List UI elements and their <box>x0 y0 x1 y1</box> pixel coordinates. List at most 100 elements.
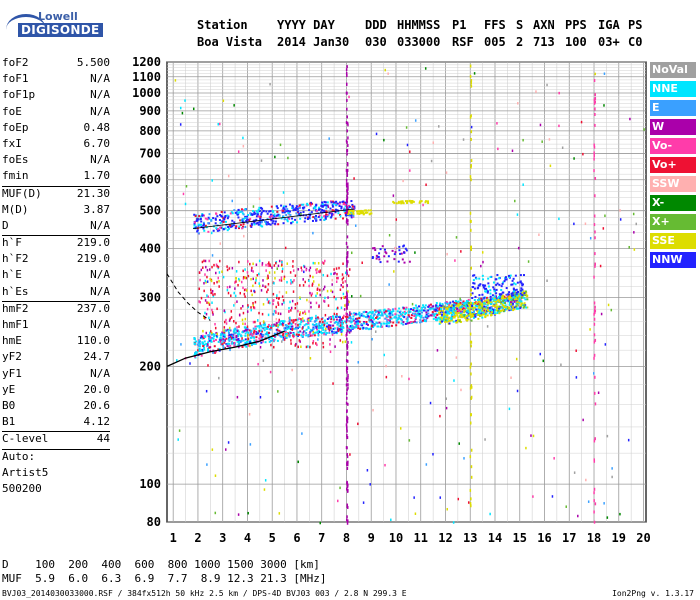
echo-point <box>209 268 211 271</box>
echo-point <box>201 342 204 345</box>
echo-point <box>379 314 382 317</box>
echo-point <box>413 496 415 499</box>
echo-point <box>213 345 216 348</box>
echo-point <box>373 313 376 316</box>
echo-point <box>593 353 596 357</box>
echo-point <box>307 335 310 338</box>
echo-point <box>325 213 328 216</box>
echo-point <box>211 179 213 182</box>
echo-point <box>507 299 510 302</box>
echo-point <box>504 276 507 279</box>
echo-point <box>319 326 322 329</box>
echo-point <box>487 302 490 305</box>
echo-point <box>490 307 493 310</box>
echo-point <box>259 322 261 325</box>
x-tick-label: 8 <box>343 531 350 545</box>
echo-point <box>594 72 596 76</box>
echo-point <box>373 324 376 327</box>
echo-point <box>439 302 442 305</box>
echo-point <box>383 138 385 142</box>
echo-point <box>508 307 511 310</box>
echo-point <box>312 275 314 279</box>
echo-point <box>475 277 478 280</box>
echo-point <box>229 317 231 321</box>
echo-point <box>486 290 489 293</box>
echo-point <box>266 298 269 301</box>
echo-point <box>450 313 453 316</box>
echo-point <box>253 336 256 339</box>
echo-point <box>632 212 635 216</box>
echo-point <box>481 309 484 312</box>
echo-point <box>470 125 473 129</box>
echo-point <box>459 306 462 309</box>
echo-point <box>339 214 342 218</box>
echo-point <box>309 204 312 207</box>
echo-point <box>593 157 595 161</box>
echo-point <box>406 320 409 323</box>
echo-point <box>209 331 211 335</box>
echo-point <box>291 368 293 372</box>
echo-point <box>311 323 314 326</box>
echo-point <box>282 209 285 212</box>
echo-point <box>346 392 348 396</box>
echo-point <box>349 317 352 320</box>
echo-point <box>478 294 481 297</box>
echo-point <box>228 319 231 322</box>
echo-point <box>290 279 292 282</box>
echo-point <box>277 301 279 304</box>
echo-point <box>228 345 231 348</box>
echo-point <box>233 304 235 307</box>
echo-point <box>226 286 229 289</box>
echo-point <box>252 327 255 330</box>
echo-point <box>275 322 278 325</box>
echo-point <box>292 206 295 209</box>
echo-point <box>268 271 271 274</box>
echo-point <box>350 325 353 328</box>
echo-point <box>279 312 282 316</box>
echo-point <box>260 341 263 344</box>
echo-point <box>259 345 262 349</box>
echo-point <box>253 289 255 293</box>
echo-point <box>495 297 498 300</box>
param-name: h`Es <box>2 284 29 298</box>
echo-point <box>298 207 301 210</box>
echo-point <box>231 223 234 226</box>
echo-point <box>267 276 269 280</box>
echo-point <box>257 223 260 226</box>
echo-point <box>223 218 226 221</box>
echo-point <box>295 333 298 336</box>
echo-point <box>219 259 221 263</box>
x-tick-label: 6 <box>293 531 300 545</box>
echo-point <box>284 330 287 333</box>
echo-point <box>243 288 246 292</box>
echo-point <box>432 317 435 320</box>
echo-point <box>346 463 348 467</box>
echo-point <box>424 67 427 70</box>
echo-point <box>267 325 270 328</box>
y-tick-label: 1200 <box>132 55 161 69</box>
echo-point <box>230 310 233 313</box>
echo-point <box>272 299 275 302</box>
echo-point <box>282 323 284 327</box>
echo-point <box>520 296 523 299</box>
echo-point <box>203 316 205 319</box>
echo-point <box>471 302 474 305</box>
echo-point <box>210 219 213 222</box>
echo-point <box>324 259 326 263</box>
echo-point <box>310 211 313 214</box>
echo-point <box>373 247 376 250</box>
echo-point <box>593 223 596 227</box>
echo-point <box>522 306 525 309</box>
echo-point <box>282 222 285 225</box>
echo-point <box>269 370 272 374</box>
echo-point <box>426 200 429 203</box>
echo-point <box>277 390 279 393</box>
echo-point <box>347 383 349 387</box>
echo-point <box>498 295 501 298</box>
echo-point <box>272 292 275 296</box>
echo-point <box>410 200 413 203</box>
echo-point <box>329 200 332 203</box>
echo-point <box>260 330 263 333</box>
echo-point <box>449 301 452 304</box>
echo-point <box>326 274 329 278</box>
